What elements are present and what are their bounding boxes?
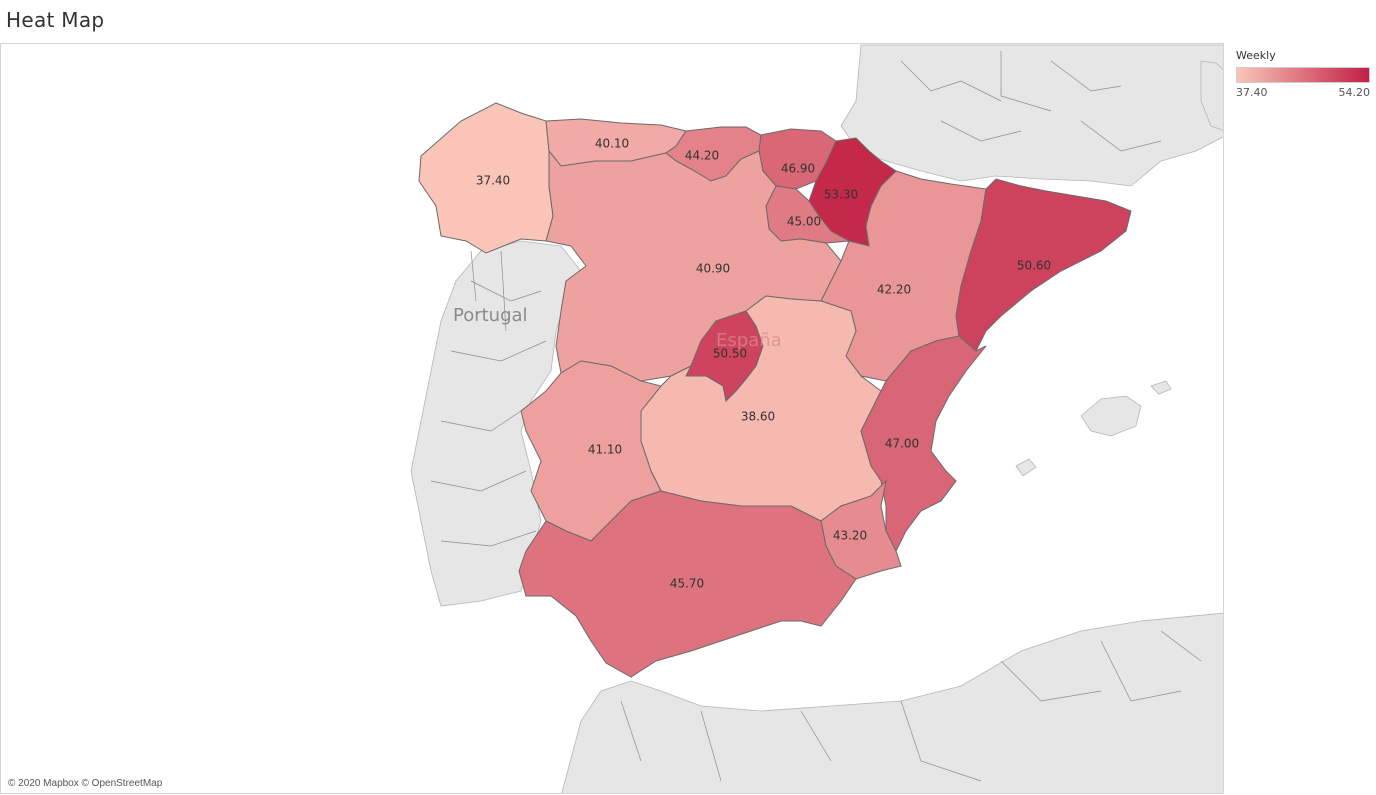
mallorca-island xyxy=(1080,395,1142,437)
value-label-aragon: 42.20 xyxy=(877,283,911,297)
value-label-pais-vasco: 46.90 xyxy=(781,162,815,176)
value-label-extremadura: 41.10 xyxy=(588,443,622,457)
region-cataluna[interactable] xyxy=(955,178,1132,352)
value-label-cantabria: 44.20 xyxy=(685,149,719,163)
corsica-landmass xyxy=(1200,60,1223,131)
value-label-madrid: 50.50 xyxy=(713,347,747,361)
africa-internal-borders xyxy=(620,630,1202,782)
portugal-internal-borders xyxy=(430,250,547,547)
value-label-murcia: 43.20 xyxy=(833,529,867,543)
country-label-portugal: Portugal xyxy=(453,305,528,326)
value-label-galicia: 37.40 xyxy=(476,174,510,188)
value-label-castilla-la-mancha: 38.60 xyxy=(741,410,775,424)
map-attribution: © 2020 Mapbox © OpenStreetMap xyxy=(8,778,163,789)
map-svg[interactable]: 37.40 40.10 44.20 46.90 53.30 45.00 40.9… xyxy=(1,44,1224,794)
value-label-castilla-y-leon: 40.90 xyxy=(696,262,730,276)
legend-min-label: 37.40 xyxy=(1236,86,1268,99)
map-view[interactable]: 37.40 40.10 44.20 46.90 53.30 45.00 40.9… xyxy=(0,43,1224,794)
value-label-navarra: 53.30 xyxy=(824,188,858,202)
north-africa-landmass xyxy=(561,612,1223,793)
legend-title: Weekly xyxy=(1236,49,1276,62)
france-internal-borders xyxy=(900,51,1162,152)
value-label-la-rioja: 45.00 xyxy=(787,215,821,229)
value-label-andalucia: 45.70 xyxy=(670,577,704,591)
menorca-island xyxy=(1150,380,1172,395)
value-label-cataluna: 50.60 xyxy=(1017,259,1051,273)
ibiza-island xyxy=(1015,458,1037,477)
value-label-asturias: 40.10 xyxy=(595,137,629,151)
country-label-espana: España xyxy=(716,330,782,351)
color-legend[interactable]: Weekly 37.40 54.20 xyxy=(1236,49,1372,99)
region-andalucia[interactable] xyxy=(518,490,857,678)
legend-gradient-bar xyxy=(1236,67,1370,83)
page-title: Heat Map xyxy=(6,8,105,32)
legend-max-label: 54.20 xyxy=(1338,86,1371,99)
france-landmass xyxy=(840,44,1223,187)
value-label-valencia: 47.00 xyxy=(885,437,919,451)
region-valencia[interactable] xyxy=(860,335,987,553)
